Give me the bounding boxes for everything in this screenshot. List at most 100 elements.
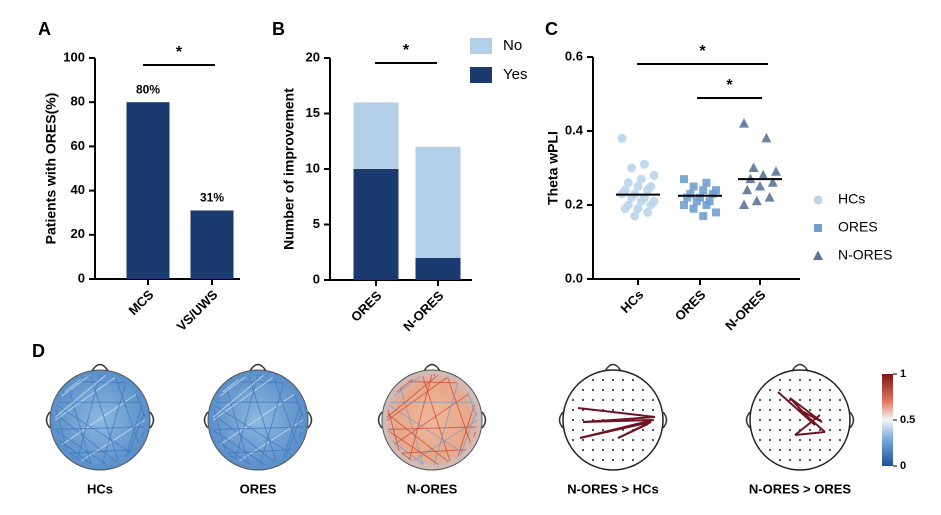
map-label: HCs [87, 481, 113, 496]
electrode [789, 439, 791, 441]
panel-letter: C [545, 19, 558, 39]
point [749, 163, 759, 173]
value-label: 31% [200, 191, 224, 205]
y-tick-label: 10 [306, 160, 320, 175]
electrode [592, 429, 594, 431]
electrode [799, 459, 801, 461]
electrode [829, 439, 831, 441]
y-tick-label: 0.0 [565, 270, 583, 285]
point [693, 197, 701, 205]
electrode [799, 399, 801, 401]
y-tick-label: 20 [71, 226, 85, 241]
electrode [759, 419, 761, 421]
bar [127, 102, 170, 279]
electrode [779, 449, 781, 451]
legend-swatch [470, 67, 492, 83]
electrode [622, 439, 624, 441]
legend-label: ORES [838, 219, 878, 235]
electrode [622, 399, 624, 401]
electrode [809, 439, 811, 441]
significance-label: * [699, 43, 706, 60]
electrode [779, 399, 781, 401]
electrode [769, 439, 771, 441]
point [650, 171, 659, 180]
legend-label: HCs [838, 191, 865, 207]
electrode [582, 419, 584, 421]
electrode [819, 439, 821, 441]
y-tick-label: 100 [63, 49, 85, 64]
electrode [602, 429, 604, 431]
electrode [602, 379, 604, 381]
electrode [652, 439, 654, 441]
x-tick-label: ORES [348, 288, 385, 325]
bar-segment [416, 258, 461, 280]
electrode [642, 449, 644, 451]
point [813, 251, 823, 261]
electrode [572, 399, 574, 401]
electrode [769, 389, 771, 391]
electrode [642, 429, 644, 431]
ear [150, 412, 154, 428]
panel-letter: B [272, 19, 285, 39]
electrode [612, 399, 614, 401]
electrode [799, 419, 801, 421]
y-tick-label: 0.2 [565, 196, 583, 211]
panel-letter: D [32, 341, 45, 361]
legend-swatch [470, 38, 492, 54]
significance-label: * [726, 77, 733, 94]
electrode [809, 459, 811, 461]
y-axis-label: Theta wPLI [545, 131, 561, 205]
electrode [769, 449, 771, 451]
electrode [632, 459, 634, 461]
y-tick-label: 15 [306, 105, 320, 120]
electrode [582, 389, 584, 391]
electrode [612, 389, 614, 391]
point [643, 208, 652, 217]
y-axis-label: Patients with ORES(%) [43, 93, 59, 245]
colorbar-tick-label: 0.5 [900, 414, 915, 426]
scalp [382, 370, 482, 470]
electrode [789, 419, 791, 421]
electrode [632, 389, 634, 391]
electrode [829, 429, 831, 431]
point [618, 134, 627, 143]
electrode [779, 459, 781, 461]
electrode [809, 399, 811, 401]
electrode [789, 389, 791, 391]
electrode [779, 429, 781, 431]
bar [191, 210, 234, 279]
point [702, 179, 710, 187]
electrode [779, 439, 781, 441]
head-map [47, 365, 154, 471]
electrode [819, 379, 821, 381]
point [630, 212, 639, 221]
x-tick-label: VS/UWS [174, 287, 221, 334]
electrode [839, 409, 841, 411]
point [752, 196, 762, 206]
electrode [572, 429, 574, 431]
electrode [819, 399, 821, 401]
x-tick-label: N-ORES [400, 288, 447, 335]
electrode [612, 459, 614, 461]
colorbar [882, 374, 893, 466]
electrode [602, 459, 604, 461]
electrode [759, 399, 761, 401]
ear [308, 412, 312, 428]
x-tick-label: HCs [618, 287, 647, 316]
electrode [779, 389, 781, 391]
electrode [799, 379, 801, 381]
point [814, 196, 823, 205]
map-label: N-ORES > HCs [567, 481, 658, 496]
scalp [50, 370, 150, 470]
electrode [652, 409, 654, 411]
electrode [759, 439, 761, 441]
electrode [819, 409, 821, 411]
y-tick-label: 60 [71, 138, 85, 153]
y-tick-label: 5 [313, 216, 320, 231]
point [702, 201, 710, 209]
y-tick-label: 0 [78, 270, 85, 285]
electrode [622, 449, 624, 451]
electrode [592, 459, 594, 461]
electrode [652, 399, 654, 401]
